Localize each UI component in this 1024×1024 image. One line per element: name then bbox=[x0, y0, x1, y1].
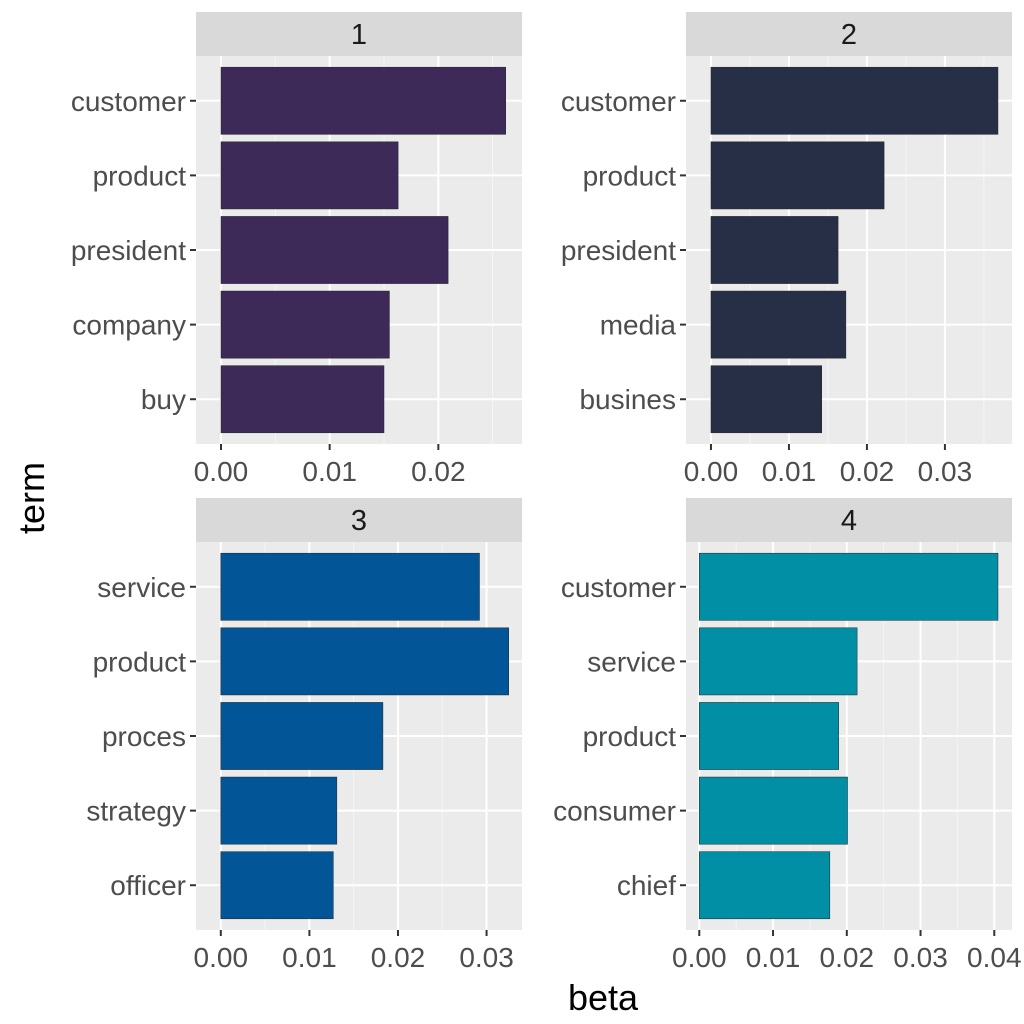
bar-officer bbox=[220, 851, 334, 920]
x-tick-label: 0.00 bbox=[684, 456, 739, 487]
bar-service bbox=[220, 552, 480, 621]
y-tick-label: chief bbox=[617, 870, 676, 901]
y-tick-label: customer bbox=[561, 572, 676, 603]
strip-background bbox=[196, 498, 522, 542]
x-tick-label: 0.04 bbox=[967, 942, 1022, 973]
strip-background bbox=[686, 12, 1012, 56]
y-tick-label: proces bbox=[102, 721, 186, 752]
panel-2: 2 customer product president media busines 0.0… bbox=[561, 12, 1012, 487]
x-axis-title: beta bbox=[568, 977, 639, 1018]
strip-label: 1 bbox=[351, 19, 367, 51]
x-tick-label: 0.01 bbox=[282, 942, 337, 973]
bar-strategy bbox=[220, 776, 338, 845]
bar-proces bbox=[220, 702, 384, 770]
x-tick-label: 0.00 bbox=[194, 456, 249, 487]
x-tick-label: 0.01 bbox=[302, 456, 357, 487]
bar-media bbox=[710, 290, 847, 359]
strip-background bbox=[196, 12, 522, 56]
y-tick-label: product bbox=[583, 721, 677, 752]
y-tick-label: company bbox=[72, 310, 186, 341]
bar-service bbox=[699, 627, 858, 696]
x-tick-label: 0.02 bbox=[411, 456, 466, 487]
x-tick-label: 0.03 bbox=[459, 942, 514, 973]
y-tick-label: buy bbox=[141, 384, 186, 415]
x-tick-label: 0.00 bbox=[672, 942, 727, 973]
x-tick-label: 0.02 bbox=[840, 456, 895, 487]
bar-customer bbox=[220, 66, 506, 135]
bar-chief bbox=[699, 851, 831, 920]
y-tick-label: customer bbox=[561, 86, 676, 117]
bar-president bbox=[710, 216, 839, 284]
bar-product bbox=[710, 141, 885, 210]
y-tick-label: service bbox=[587, 646, 676, 677]
y-tick-label: strategy bbox=[86, 796, 186, 827]
y-tick-label: president bbox=[71, 235, 186, 266]
panel-4: 4 customer service product consumer chief 0.00… bbox=[553, 498, 1022, 973]
bar-customer bbox=[710, 66, 999, 135]
y-tick-label: president bbox=[561, 235, 676, 266]
bar-product bbox=[220, 627, 509, 696]
y-tick-label: product bbox=[583, 160, 677, 191]
y-tick-label: busines bbox=[579, 384, 676, 415]
strip-label: 2 bbox=[841, 19, 857, 51]
strip-label: 3 bbox=[351, 505, 367, 537]
y-axis-title: term bbox=[11, 462, 52, 534]
y-tick-label: officer bbox=[110, 870, 186, 901]
y-tick-label: service bbox=[97, 572, 186, 603]
x-tick-label: 0.02 bbox=[371, 942, 426, 973]
x-tick-label: 0.03 bbox=[918, 456, 973, 487]
bar-product bbox=[220, 141, 399, 210]
x-tick-label: 0.03 bbox=[893, 942, 948, 973]
y-tick-label: consumer bbox=[553, 796, 676, 827]
x-tick-label: 0.02 bbox=[820, 942, 875, 973]
panel-1: 1 customer product president company buy 0.00 0… bbox=[71, 12, 522, 487]
bar-product bbox=[699, 702, 839, 770]
strip-background bbox=[686, 498, 1012, 542]
x-tick-label: 0.00 bbox=[194, 942, 249, 973]
y-tick-label: product bbox=[93, 160, 187, 191]
bar-customer bbox=[699, 552, 999, 621]
y-tick-label: product bbox=[93, 646, 187, 677]
x-tick-label: 0.01 bbox=[746, 942, 801, 973]
bar-busines bbox=[710, 365, 822, 434]
x-tick-label: 0.01 bbox=[762, 456, 817, 487]
strip-label: 4 bbox=[841, 505, 857, 537]
y-tick-label: customer bbox=[71, 86, 186, 117]
y-tick-label: media bbox=[600, 310, 677, 341]
bar-buy bbox=[220, 365, 385, 434]
bar-president bbox=[220, 216, 449, 284]
panel-3: 3 service product proces strategy officer 0.00… bbox=[86, 498, 522, 973]
bar-company bbox=[220, 290, 390, 359]
bar-consumer bbox=[699, 776, 848, 845]
